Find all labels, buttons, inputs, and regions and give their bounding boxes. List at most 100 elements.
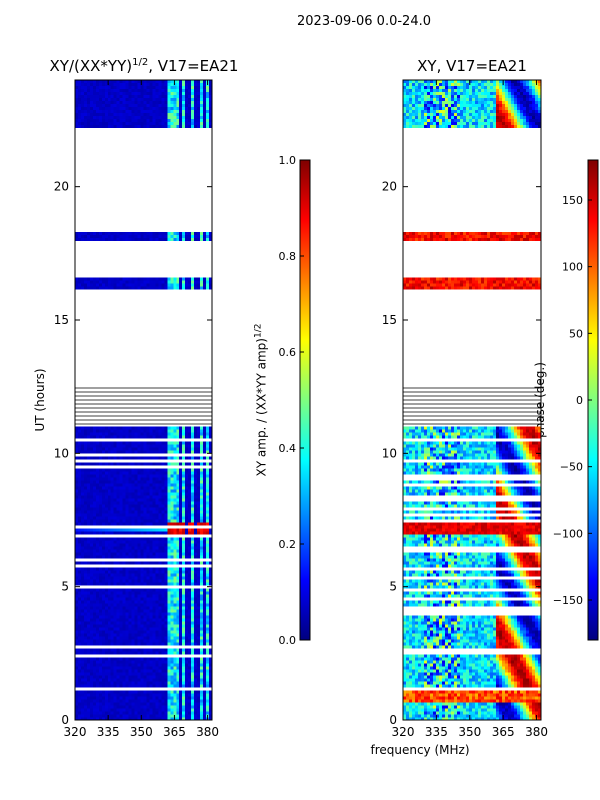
heatmap-cell xyxy=(134,528,138,532)
heatmap-cell xyxy=(146,519,150,523)
heatmap-cell xyxy=(200,480,204,484)
heatmap-cell xyxy=(164,699,168,703)
heatmap-cell xyxy=(107,495,112,499)
heatmap-cell xyxy=(113,546,118,550)
heatmap-cell xyxy=(83,480,88,484)
heatmap-cell xyxy=(206,630,210,634)
heatmap-cell xyxy=(173,636,177,640)
heatmap-cell xyxy=(182,480,186,484)
heatmap-cell xyxy=(119,456,124,460)
heatmap-cell xyxy=(173,495,177,499)
heatmap-cell xyxy=(143,540,147,544)
heatmap-cell xyxy=(128,441,132,445)
heatmap-cell xyxy=(170,492,174,496)
heatmap-cell xyxy=(197,711,201,715)
heatmap-cell xyxy=(86,627,91,631)
heatmap-cell xyxy=(176,633,180,637)
amplitude-heatmap xyxy=(75,80,213,721)
heatmap-cell xyxy=(75,606,79,610)
heatmap-cell xyxy=(197,690,201,694)
heatmap-cell xyxy=(131,104,135,107)
heatmap-cell xyxy=(92,531,97,535)
heatmap-cell xyxy=(80,232,85,235)
heatmap-cell xyxy=(128,513,132,517)
heatmap-cell xyxy=(173,80,177,83)
heatmap-cell xyxy=(98,537,103,541)
heatmap-cell xyxy=(209,507,213,511)
heatmap-cell xyxy=(203,101,207,104)
heatmap-cell xyxy=(110,576,115,580)
heatmap-cell xyxy=(155,528,159,532)
heatmap-cell xyxy=(128,495,132,499)
heatmap-cell xyxy=(131,283,135,287)
heatmap-cell xyxy=(89,624,94,628)
heatmap-cell xyxy=(209,495,213,499)
heatmap-cell xyxy=(98,516,103,520)
heatmap-cell xyxy=(134,513,138,517)
heatmap-cell xyxy=(125,429,130,433)
heatmap-cell xyxy=(203,675,207,679)
heatmap-cell xyxy=(98,594,103,598)
heatmap-cell xyxy=(200,540,204,544)
heatmap-cell xyxy=(113,681,118,685)
heatmap-cell xyxy=(98,435,103,439)
heatmap-cell xyxy=(158,543,162,547)
heatmap-cell xyxy=(101,83,106,86)
heatmap-cell xyxy=(92,507,97,511)
heatmap-cell xyxy=(86,489,91,493)
heatmap-cell xyxy=(194,107,198,110)
heatmap-cell xyxy=(152,462,156,466)
heatmap-cell xyxy=(104,552,109,556)
heatmap-cell xyxy=(206,666,210,670)
heatmap-cell xyxy=(140,80,144,83)
heatmap-cell xyxy=(191,702,195,706)
heatmap-cell xyxy=(110,621,115,625)
heatmap-cell xyxy=(116,672,121,676)
heatmap-cell xyxy=(131,657,135,661)
heatmap-cell xyxy=(95,104,100,107)
heatmap-cell xyxy=(140,504,144,508)
heatmap-cell xyxy=(179,552,183,556)
heatmap-cell xyxy=(140,561,144,565)
heatmap-cell xyxy=(209,504,213,508)
heatmap-cell xyxy=(125,471,130,475)
heatmap-cell xyxy=(173,555,177,559)
heatmap-cell xyxy=(92,522,97,526)
heatmap-cell xyxy=(179,573,183,577)
heatmap-cell xyxy=(164,235,168,238)
heatmap-cell xyxy=(146,699,150,703)
heatmap-cell xyxy=(89,89,94,92)
heatmap-cell xyxy=(125,609,130,613)
heatmap-cell xyxy=(209,672,213,676)
heatmap-cell xyxy=(152,107,156,110)
heatmap-cell xyxy=(167,714,171,718)
heatmap-cell xyxy=(128,498,132,502)
heatmap-cell xyxy=(125,519,130,523)
heatmap-cell xyxy=(86,621,91,625)
heatmap-cell xyxy=(116,528,121,532)
heatmap-cell xyxy=(92,125,97,128)
heatmap-cell xyxy=(119,116,124,119)
heatmap-cell xyxy=(161,104,165,107)
heatmap-cell xyxy=(95,504,100,508)
heatmap-cell xyxy=(122,708,127,712)
heatmap-cell xyxy=(158,666,162,670)
heatmap-cell xyxy=(101,600,106,604)
heatmap-cell xyxy=(122,717,127,721)
heatmap-cell xyxy=(206,627,210,631)
heatmap-cell xyxy=(194,519,198,523)
heatmap-cell xyxy=(119,657,124,661)
heatmap-cell xyxy=(161,429,165,433)
heatmap-cell xyxy=(143,660,147,664)
heatmap-cell xyxy=(173,609,177,613)
heatmap-cell xyxy=(75,582,79,586)
heatmap-cell xyxy=(86,594,91,598)
heatmap-cell xyxy=(116,597,121,601)
heatmap-cell xyxy=(98,618,103,622)
heatmap-cell xyxy=(125,666,130,670)
heatmap-cell xyxy=(98,95,103,98)
heatmap-cell xyxy=(122,235,127,238)
heatmap-cell xyxy=(170,711,174,715)
heatmap-cell xyxy=(95,80,100,83)
heatmap-cell xyxy=(209,603,213,607)
